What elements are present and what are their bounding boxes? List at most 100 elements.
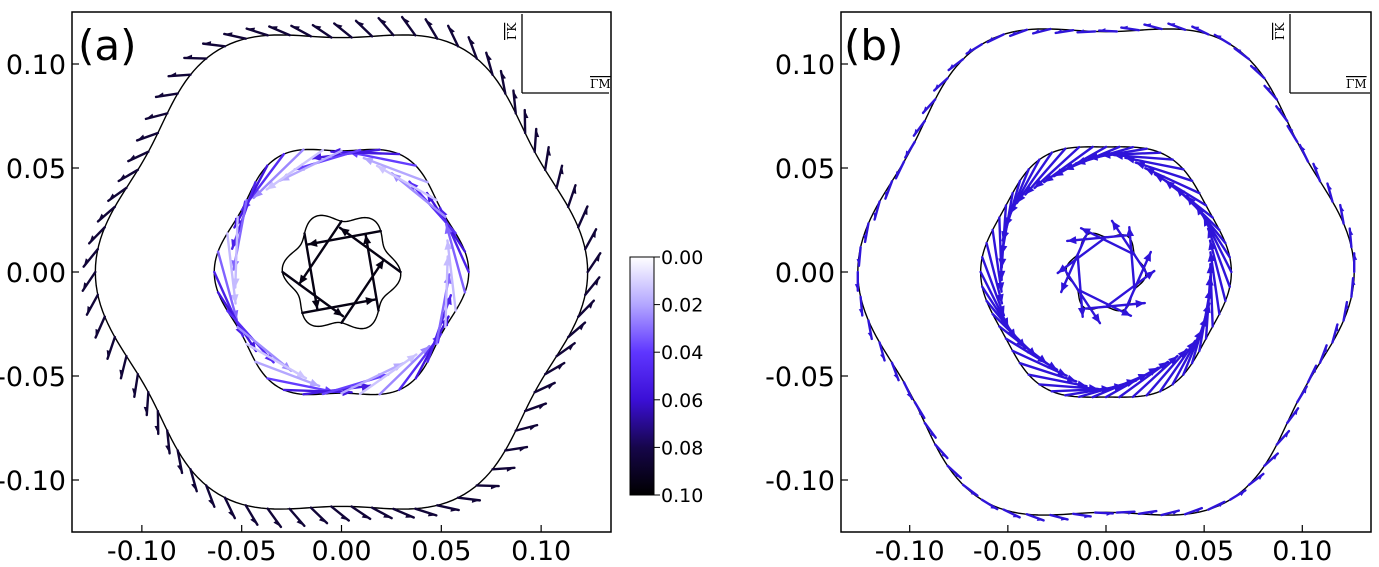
panel-a-arrow-outer — [577, 299, 596, 318]
panel-a-arrow-outer — [119, 354, 128, 380]
panel-a-arrow-outer — [499, 69, 507, 95]
panel-a-arrow-inner — [306, 229, 382, 247]
panel-a-arrow-outer — [176, 449, 184, 475]
panel-a-arrow-outer — [392, 507, 415, 519]
panel-b-arrow-outer — [1312, 162, 1322, 183]
panel-a-arrow-middle — [254, 360, 321, 388]
panel-a-x-tick-label: -0.10 — [107, 536, 177, 567]
panel-a-y-tick-label: -0.10 — [0, 466, 66, 497]
panel-b-arrow-outer — [1049, 513, 1069, 521]
panel-a-arrow-outer — [354, 19, 374, 38]
colorbar-tick-label: 0.08 — [661, 437, 703, 459]
panel-b-arrow-outer — [986, 33, 1005, 44]
panel-b-arrow-outer — [1318, 344, 1328, 364]
panel-b-arrow-outer — [1350, 276, 1356, 299]
panel-a-x-tick-label: 0.10 — [511, 536, 571, 567]
panel-b-arrow-middle — [1011, 349, 1068, 377]
panel-b-arrow-outer — [884, 180, 894, 200]
panel-a-arrow-outer — [290, 24, 313, 38]
colorbar-tick-label: 0.02 — [661, 295, 703, 317]
panel-b-arrow-middle — [1134, 161, 1194, 183]
panel-a-arrow-outer — [201, 41, 227, 48]
panel-b-arrow-outer — [858, 295, 864, 317]
panel-b-arrow-outer — [878, 341, 886, 362]
panel-a-arrow-outer — [583, 276, 601, 297]
panel-b-arrow-middle — [1144, 167, 1201, 195]
panel-b-arrow-outer — [1207, 500, 1226, 511]
panel-b-arrow-middle — [1206, 227, 1231, 288]
panel-a-arrow-middle — [378, 344, 431, 396]
panel-a-arrow-outer — [94, 315, 106, 339]
panel-a-inset-vertical-label: ΓK — [505, 22, 519, 40]
panel-a-arrow-outer — [127, 150, 150, 163]
panel-b-arrow-outer — [854, 270, 859, 292]
panel-b-x-tick-label: 0.10 — [1272, 536, 1332, 567]
panel-a-arrow-inner — [363, 233, 380, 312]
panel-a-arrow-outer — [523, 108, 529, 135]
panel-b-arrow-outer — [1093, 511, 1115, 516]
panel-a-arrow-middle — [226, 232, 239, 305]
panel-a-arrow-middle — [245, 342, 308, 380]
panel-b-y-tick-label: -0.05 — [765, 362, 835, 393]
panel-a-arrow-outer — [85, 293, 100, 316]
panel-b-arrow-outer — [921, 98, 937, 115]
panel-a-arrow-outer — [154, 92, 179, 99]
panel-b-arrow-outer — [980, 498, 999, 511]
panel-b-arrow-inner — [1056, 235, 1108, 275]
panel-b-arrow-outer — [1233, 47, 1251, 61]
panel-b-arrow-outer — [912, 119, 926, 137]
panel-b-arrow-outer — [1348, 227, 1354, 249]
panel-b-ticks: -0.10 -0.05 0.00 0.05 0.100.100.050.00-0.05-… — [765, 50, 1332, 567]
panel-a-arrow-outer — [309, 506, 329, 525]
panel-a-arrow-inner — [301, 297, 377, 315]
colorbar-tick-label: 0.00 — [661, 247, 703, 269]
panel-a-arrow-outer — [333, 22, 353, 39]
panel-b-arrow-outer — [867, 319, 873, 341]
colorbar-tick-label: 0.10 — [661, 485, 703, 507]
panel-a-arrow-outer — [475, 484, 500, 490]
panel-b-arrow-outer — [1054, 29, 1075, 35]
panel-a-arrow-middle — [265, 148, 325, 191]
panel-b-arrow-outer — [1353, 252, 1358, 274]
panel-a-arrow-outer — [117, 168, 140, 183]
panel-b-arrow-outer — [1076, 29, 1097, 34]
panel-b-arrow-outer — [890, 361, 900, 382]
panel-a-arrow-inner — [281, 270, 345, 318]
panel-b-arrow-middle — [1033, 145, 1081, 190]
panel-a: -0.10 -0.05 0.00 0.05 0.10 -0.10 -0.05 0.00 0.05… — [0, 11, 612, 567]
panel-a-arrow-outer — [414, 507, 438, 517]
panel-a-label: (a) — [78, 21, 137, 70]
panel-a-arrow-inner — [340, 258, 386, 324]
panel-b-arrow-outer — [873, 200, 881, 221]
panel-a-arrow-outer — [533, 381, 556, 394]
panel-a-arrow-outer — [189, 468, 198, 493]
panel-b-arrow-outer — [902, 381, 914, 401]
panel-a-x-tick-label: -0.05 — [207, 536, 277, 567]
panel-b-arrow-inner — [1066, 234, 1128, 245]
panel-a-arrow-outer — [223, 32, 247, 40]
panel-a-arrow-outer — [555, 341, 576, 358]
panel-b-arrow-outer — [894, 160, 906, 180]
panel-b-inset-axes: ΓK ΓM — [1273, 14, 1370, 94]
panel-a-arrow-outer — [467, 36, 478, 60]
panel-b-arrow-inner — [1076, 288, 1133, 317]
panel-b-arrow-outer — [1191, 25, 1210, 36]
panel-a-arrow-outer — [350, 505, 372, 521]
panel-a-arrow-outer — [106, 335, 117, 360]
panel-b-x-tick-label: -0.10 — [875, 536, 945, 567]
colorbar: 0.00 0.02 0.04 0.06 0.08 0.10 — [629, 247, 703, 507]
panel-b: -0.10 -0.05 0.00 0.05 0.100.100.050.00-0.05-… — [765, 11, 1372, 567]
panel-a-arrow-outer — [245, 27, 269, 37]
panel-a-arrow-outer — [165, 429, 171, 455]
panel-a-arrow-outer — [512, 89, 518, 115]
panel-a-arrow-outer — [107, 186, 128, 203]
panel-b-arrow-outer — [1167, 22, 1187, 31]
panel-b-arrow-inner — [1084, 299, 1146, 310]
panel-a-x-tick-label: 0.00 — [311, 536, 371, 567]
panel-b-arrow-outer — [1263, 84, 1278, 101]
panel-a-arrow-outer — [144, 112, 169, 121]
panel-b-arrow-outer — [1002, 508, 1021, 519]
panel-b-arrows — [854, 22, 1358, 522]
panel-a-arrow-middle — [358, 353, 418, 396]
panel-a-arrow-outer — [143, 391, 150, 417]
